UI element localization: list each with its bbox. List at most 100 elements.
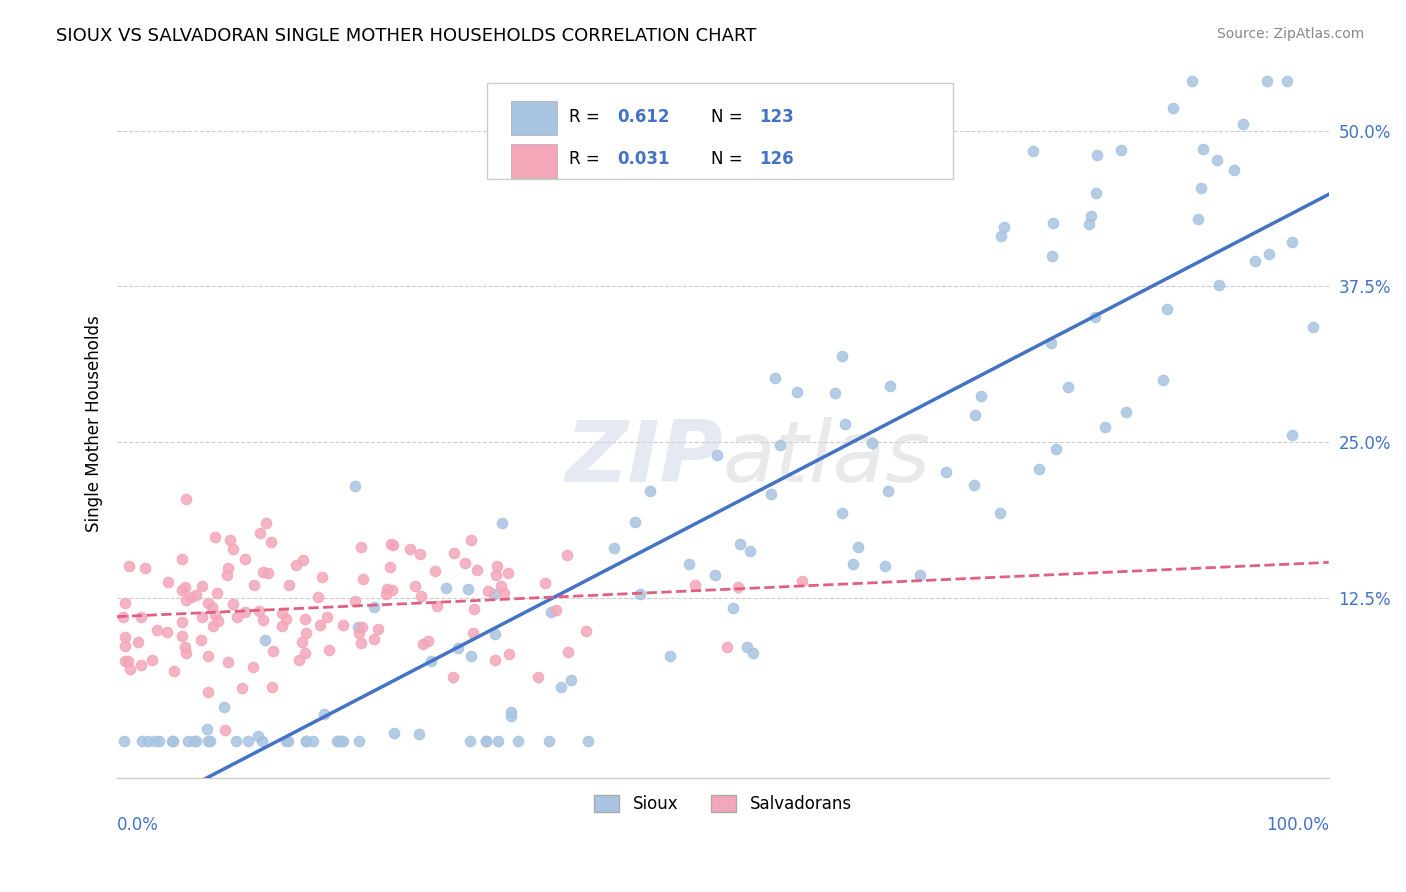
Point [1156, 302, 1178, 317]
Point [434, 581, 457, 595]
Point [423, 564, 446, 578]
Point [172, 582, 194, 597]
Point [465, 563, 488, 577]
Point [1302, 319, 1324, 334]
Point [1040, 335, 1063, 350]
Point [247, 604, 270, 618]
Point [380, 537, 402, 551]
Point [176, 734, 198, 748]
Point [860, 436, 883, 450]
Point [409, 589, 432, 603]
Point [112, 734, 135, 748]
Point [404, 579, 426, 593]
Point [225, 734, 247, 748]
Point [988, 506, 1011, 520]
Point [295, 734, 318, 748]
Point [262, 644, 284, 658]
Point [294, 647, 316, 661]
Point [550, 680, 572, 694]
Point [114, 654, 136, 668]
Point [426, 599, 449, 613]
Point [624, 515, 647, 529]
Point [491, 516, 513, 530]
Point [412, 637, 434, 651]
Point [460, 533, 482, 547]
Point [217, 655, 239, 669]
Text: N =: N = [711, 108, 748, 126]
Point [1085, 147, 1108, 161]
Text: R =: R = [569, 108, 605, 126]
Legend: Sioux, Salvadorans: Sioux, Salvadorans [588, 789, 859, 820]
Point [382, 726, 405, 740]
Point [294, 626, 316, 640]
Point [131, 734, 153, 748]
Point [186, 588, 208, 602]
Point [1161, 101, 1184, 115]
Point [146, 624, 169, 638]
Point [172, 629, 194, 643]
Point [347, 734, 370, 748]
Point [260, 535, 283, 549]
Point [727, 580, 749, 594]
Point [243, 578, 266, 592]
Point [114, 630, 136, 644]
Point [831, 349, 853, 363]
Point [221, 541, 243, 556]
Text: 100.0%: 100.0% [1265, 815, 1329, 834]
Point [285, 558, 308, 572]
Text: R =: R = [569, 151, 605, 169]
Point [496, 566, 519, 580]
Point [332, 618, 354, 632]
Point [174, 491, 197, 506]
Point [1045, 442, 1067, 456]
Point [1109, 143, 1132, 157]
Point [728, 537, 751, 551]
Point [1042, 216, 1064, 230]
Point [233, 552, 256, 566]
Point [489, 579, 512, 593]
Point [475, 734, 498, 748]
Point [735, 640, 758, 654]
Point [127, 634, 149, 648]
Point [207, 614, 229, 628]
Point [114, 640, 136, 654]
Text: Source: ZipAtlas.com: Source: ZipAtlas.com [1216, 27, 1364, 41]
Point [197, 649, 219, 664]
Point [419, 654, 441, 668]
Point [352, 572, 374, 586]
Text: SIOUX VS SALVADORAN SINGLE MOTHER HOUSEHOLDS CORRELATION CHART: SIOUX VS SALVADORAN SINGLE MOTHER HOUSEH… [56, 27, 756, 45]
Point [630, 587, 652, 601]
Point [332, 734, 354, 748]
Point [288, 653, 311, 667]
Text: 123: 123 [759, 108, 794, 126]
Point [111, 610, 134, 624]
Point [1281, 235, 1303, 249]
Point [963, 408, 986, 422]
Point [1080, 209, 1102, 223]
Point [271, 619, 294, 633]
Point [498, 647, 520, 661]
Point [174, 640, 197, 654]
Point [741, 646, 763, 660]
Point [576, 734, 599, 748]
Point [1205, 153, 1227, 167]
Point [1152, 373, 1174, 387]
Point [274, 612, 297, 626]
Point [461, 626, 484, 640]
Point [993, 219, 1015, 234]
Point [330, 734, 353, 748]
Point [575, 624, 598, 639]
Point [482, 587, 505, 601]
Point [231, 681, 253, 695]
Point [349, 636, 371, 650]
FancyBboxPatch shape [510, 144, 557, 178]
Point [603, 541, 626, 555]
Point [678, 558, 700, 572]
Point [375, 582, 398, 596]
Point [160, 734, 183, 748]
Point [170, 551, 193, 566]
Point [842, 557, 865, 571]
Point [197, 685, 219, 699]
Point [204, 607, 226, 622]
Point [204, 530, 226, 544]
